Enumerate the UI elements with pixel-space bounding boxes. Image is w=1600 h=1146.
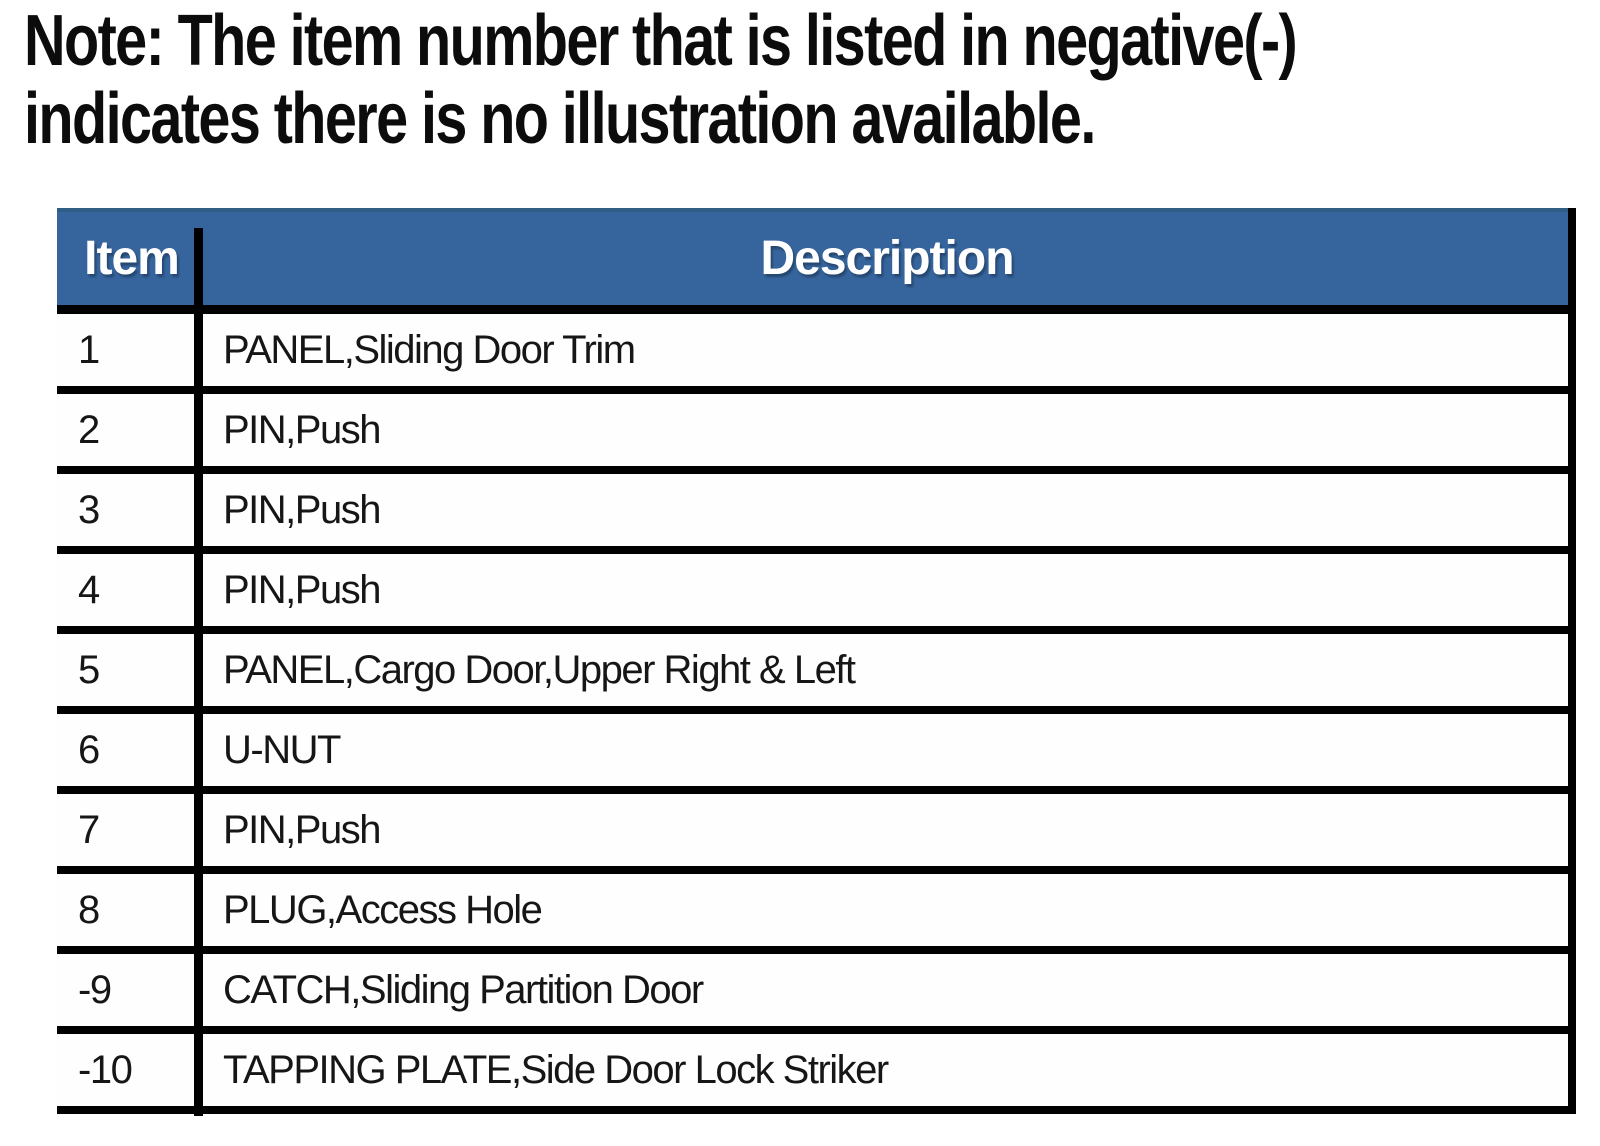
item-cell: 5 [78,647,100,692]
parts-table: Item Description 1 PANEL,Sliding Door Tr… [57,208,1576,1116]
note-text: Note: The item number that is listed in … [24,2,1600,158]
description-cell: CATCH,Sliding Partition Door [223,967,704,1012]
table-row: -10 TAPPING PLATE,Side Door Lock Striker [57,1034,1568,1114]
item-cell: -10 [78,1047,133,1092]
item-cell: 2 [78,407,100,452]
item-cell: -9 [78,967,112,1012]
header-cell-description: Description [760,232,1014,285]
column-divider [194,228,203,1116]
item-cell: 6 [78,727,100,772]
item-cell: 3 [78,487,100,532]
description-cell: TAPPING PLATE,Side Door Lock Striker [223,1047,889,1092]
table-row: 5 PANEL,Cargo Door,Upper Right & Left [57,634,1568,714]
table-row: -9 CATCH,Sliding Partition Door [57,954,1568,1034]
item-cell: 8 [78,887,100,932]
item-cell: 4 [78,567,100,612]
note-line-1: Note: The item number that is listed in … [24,1,1298,81]
description-cell: PANEL,Sliding Door Trim [223,327,636,372]
description-cell: PANEL,Cargo Door,Upper Right & Left [223,647,856,692]
description-cell: PLUG,Access Hole [223,887,543,932]
table-row: 4 PIN,Push [57,554,1568,634]
table-header-row: Item Description [57,208,1568,314]
table-row: 3 PIN,Push [57,474,1568,554]
description-cell: PIN,Push [223,407,381,452]
item-cell: 1 [78,327,100,372]
table-body: 1 PANEL,Sliding Door Trim 2 PIN,Push 3 P… [57,314,1568,1114]
note-line-2: indicates there is no illustration avail… [24,79,1096,159]
table-row: 6 U-NUT [57,714,1568,794]
table-row: 2 PIN,Push [57,394,1568,474]
header-cell-item: Item [84,232,180,285]
description-cell: PIN,Push [223,487,381,532]
table-row: 8 PLUG,Access Hole [57,874,1568,954]
description-cell: U-NUT [223,727,341,772]
item-cell: 7 [78,807,100,852]
table-row: 1 PANEL,Sliding Door Trim [57,314,1568,394]
description-cell: PIN,Push [223,807,381,852]
description-cell: PIN,Push [223,567,381,612]
table-row: 7 PIN,Push [57,794,1568,874]
